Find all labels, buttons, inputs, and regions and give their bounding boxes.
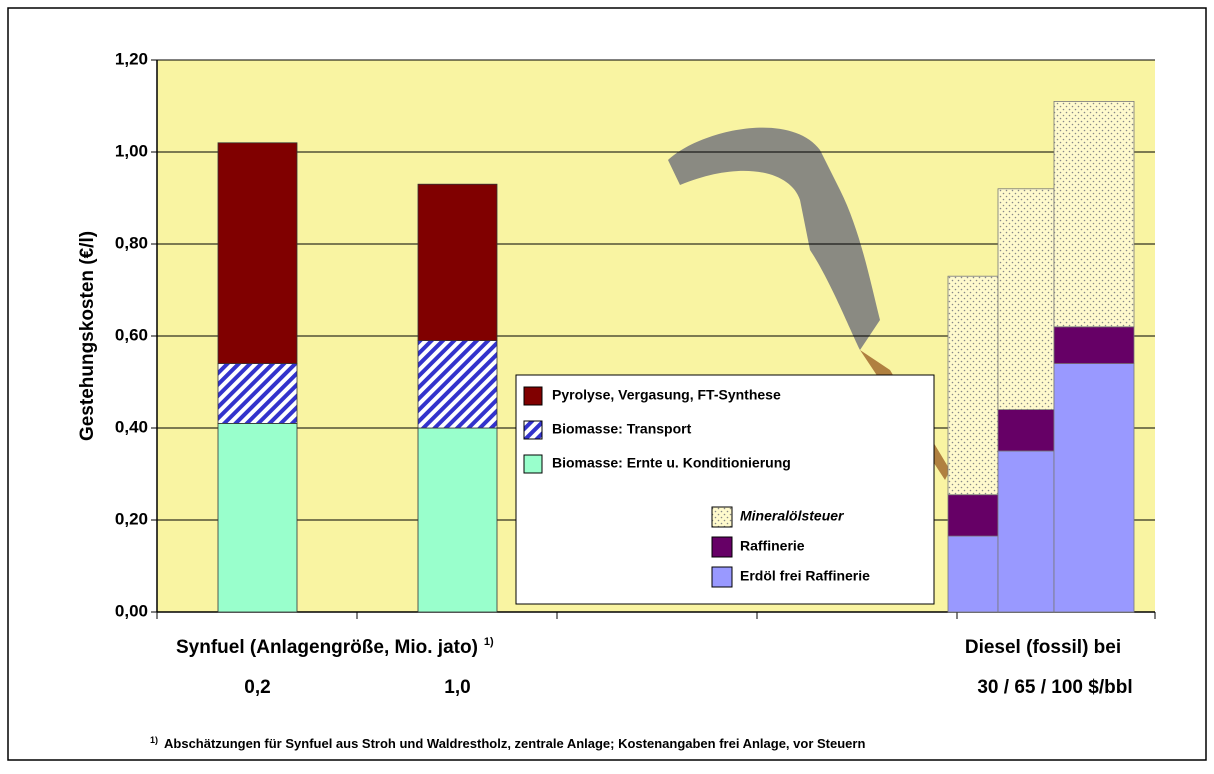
- footnote: 1) Abschätzungen für Synfuel aus Stroh un…: [150, 735, 865, 751]
- group-label-text: Synfuel (Anlagengröße, Mio. jato): [176, 637, 478, 658]
- y-axis-label: Gestehungskosten (€/l): [77, 231, 98, 441]
- bar-segment: [217, 142, 298, 365]
- bar-segment: [997, 409, 1055, 452]
- bar-segment: [217, 422, 298, 613]
- bar-segment: [947, 535, 999, 613]
- bar-segment: [1053, 101, 1135, 328]
- y-tick-label: 0,20: [115, 509, 148, 528]
- bar-segment: [947, 275, 999, 496]
- bar-segment: [417, 427, 498, 613]
- legend: Biomasse: Ernte u. Konditionierung Biomas…: [523, 386, 870, 588]
- legend-box: [515, 374, 935, 605]
- legend-swatch: [711, 566, 733, 588]
- legend-swatch: [523, 420, 543, 440]
- bar-segment: [417, 183, 498, 341]
- legend-label: Erdöl frei Raffinerie: [740, 568, 870, 584]
- footnote-text: Abschätzungen für Synfuel aus Stroh und …: [164, 736, 865, 751]
- y-tick-label: 0,00: [115, 601, 148, 620]
- bar-segment: [417, 340, 498, 429]
- legend-swatch: [711, 536, 733, 558]
- bar-segment: [947, 494, 999, 537]
- y-tick-label: 0,60: [115, 325, 148, 344]
- group-label: Diesel (fossil) bei: [965, 637, 1121, 658]
- legend-label: Pyrolyse, Vergasung, FT-Synthese: [552, 387, 781, 403]
- y-tick-label: 1,00: [115, 141, 148, 160]
- y-tick-label: 0,80: [115, 233, 148, 252]
- legend-label: Raffinerie: [740, 538, 805, 554]
- bar-segment: [997, 188, 1055, 411]
- legend-label: Biomasse: Transport: [552, 421, 692, 437]
- legend-label: Biomasse: Ernte u. Konditionierung: [552, 455, 791, 471]
- x-tick-label: 0,2: [244, 677, 270, 698]
- x-tick-label: 1,0: [444, 677, 470, 698]
- group-sublabel: 30 / 65 / 100 $/bbl: [977, 677, 1132, 698]
- bar-segment: [217, 363, 298, 424]
- group-label: Synfuel (Anlagengröße, Mio. jato) 1): [176, 636, 494, 658]
- bar-segment: [1053, 326, 1135, 364]
- legend-swatch: [523, 454, 543, 474]
- footnote-mark: 1): [150, 735, 158, 745]
- legend-swatch: [711, 506, 733, 528]
- y-tick-label: 0,40: [115, 417, 148, 436]
- bar-segment: [1053, 363, 1135, 613]
- y-tick-label: 1,20: [115, 49, 148, 68]
- legend-swatch: [523, 386, 543, 406]
- bar-segment: [997, 450, 1055, 613]
- legend-label: Mineralölsteuer: [740, 508, 845, 524]
- bars: [217, 101, 1135, 613]
- group-label-mark: 1): [484, 636, 494, 648]
